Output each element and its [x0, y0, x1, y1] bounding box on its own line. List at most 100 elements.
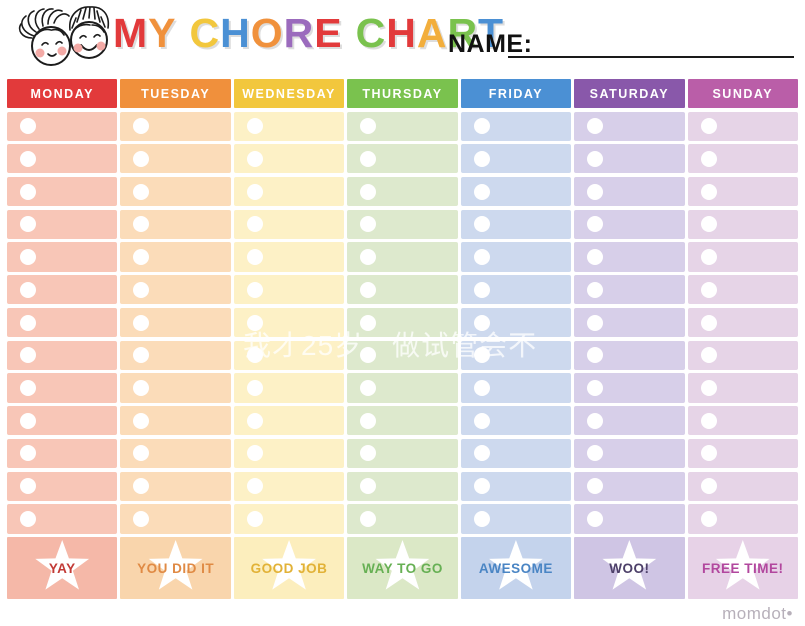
- checkbox-circle-icon[interactable]: [246, 314, 263, 331]
- chore-cell[interactable]: [460, 307, 572, 338]
- checkbox-circle-icon[interactable]: [473, 183, 490, 200]
- chore-cell[interactable]: [574, 471, 685, 501]
- chore-cell[interactable]: [687, 307, 798, 338]
- chore-cell[interactable]: [687, 209, 798, 239]
- chore-cell[interactable]: [347, 307, 458, 338]
- checkbox-circle-icon[interactable]: [587, 249, 604, 266]
- checkbox-circle-icon[interactable]: [587, 379, 604, 396]
- checkbox-circle-icon[interactable]: [133, 249, 150, 266]
- checkbox-circle-icon[interactable]: [700, 281, 717, 298]
- checkbox-circle-icon[interactable]: [133, 183, 150, 200]
- checkbox-circle-icon[interactable]: [473, 347, 490, 364]
- checkbox-circle-icon[interactable]: [246, 249, 263, 266]
- chore-cell[interactable]: [687, 242, 798, 272]
- checkbox-circle-icon[interactable]: [473, 249, 490, 266]
- checkbox-circle-icon[interactable]: [246, 412, 263, 429]
- checkbox-circle-icon[interactable]: [700, 150, 717, 167]
- checkbox-circle-icon[interactable]: [700, 183, 717, 200]
- checkbox-circle-icon[interactable]: [473, 510, 490, 527]
- checkbox-circle-icon[interactable]: [20, 118, 36, 135]
- chore-cell[interactable]: [233, 406, 345, 436]
- chore-cell[interactable]: [233, 471, 345, 501]
- checkbox-circle-icon[interactable]: [587, 216, 604, 233]
- checkbox-circle-icon[interactable]: [473, 118, 490, 135]
- checkbox-circle-icon[interactable]: [360, 183, 377, 200]
- chore-cell[interactable]: [233, 242, 345, 272]
- checkbox-circle-icon[interactable]: [133, 281, 150, 298]
- chore-cell[interactable]: [7, 438, 118, 469]
- chore-cell[interactable]: [120, 406, 231, 436]
- checkbox-circle-icon[interactable]: [587, 412, 604, 429]
- checkbox-circle-icon[interactable]: [700, 347, 717, 364]
- checkbox-circle-icon[interactable]: [473, 478, 490, 495]
- checkbox-circle-icon[interactable]: [133, 314, 150, 331]
- checkbox-circle-icon[interactable]: [133, 118, 150, 135]
- chore-cell[interactable]: [347, 275, 458, 305]
- chore-cell[interactable]: [347, 242, 458, 272]
- chore-cell[interactable]: [460, 209, 572, 239]
- checkbox-circle-icon[interactable]: [246, 216, 263, 233]
- chore-cell[interactable]: [7, 209, 118, 239]
- checkbox-circle-icon[interactable]: [360, 379, 377, 396]
- checkbox-circle-icon[interactable]: [20, 379, 36, 396]
- chore-cell[interactable]: [460, 471, 572, 501]
- checkbox-circle-icon[interactable]: [246, 281, 263, 298]
- chore-cell[interactable]: [7, 176, 118, 207]
- chore-cell[interactable]: [7, 471, 118, 501]
- chore-cell[interactable]: [574, 111, 685, 141]
- checkbox-circle-icon[interactable]: [20, 510, 36, 527]
- chore-cell[interactable]: [347, 438, 458, 469]
- chore-cell[interactable]: [460, 176, 572, 207]
- chore-cell[interactable]: [120, 471, 231, 501]
- chore-cell[interactable]: [7, 144, 118, 174]
- checkbox-circle-icon[interactable]: [20, 150, 36, 167]
- chore-cell[interactable]: [347, 144, 458, 174]
- chore-cell[interactable]: [347, 340, 458, 370]
- chore-cell[interactable]: [233, 111, 345, 141]
- chore-cell[interactable]: [233, 373, 345, 403]
- chore-cell[interactable]: [460, 111, 572, 141]
- chore-cell[interactable]: [7, 111, 118, 141]
- chore-cell[interactable]: [687, 504, 798, 534]
- checkbox-circle-icon[interactable]: [133, 478, 150, 495]
- chore-cell[interactable]: [460, 340, 572, 370]
- checkbox-circle-icon[interactable]: [473, 445, 490, 462]
- chore-cell[interactable]: [7, 373, 118, 403]
- checkbox-circle-icon[interactable]: [473, 314, 490, 331]
- checkbox-circle-icon[interactable]: [700, 314, 717, 331]
- chore-cell[interactable]: [460, 504, 572, 534]
- chore-cell[interactable]: [460, 406, 572, 436]
- checkbox-circle-icon[interactable]: [20, 445, 36, 462]
- chore-cell[interactable]: [233, 307, 345, 338]
- chore-cell[interactable]: [687, 275, 798, 305]
- chore-cell[interactable]: [120, 340, 231, 370]
- chore-cell[interactable]: [120, 176, 231, 207]
- checkbox-circle-icon[interactable]: [20, 347, 36, 364]
- chore-cell[interactable]: [460, 144, 572, 174]
- chore-cell[interactable]: [574, 340, 685, 370]
- checkbox-circle-icon[interactable]: [360, 478, 377, 495]
- name-input-line[interactable]: [508, 56, 794, 58]
- checkbox-circle-icon[interactable]: [133, 510, 150, 527]
- checkbox-circle-icon[interactable]: [133, 347, 150, 364]
- chore-cell[interactable]: [233, 144, 345, 174]
- checkbox-circle-icon[interactable]: [700, 379, 717, 396]
- chore-cell[interactable]: [120, 373, 231, 403]
- chore-cell[interactable]: [7, 406, 118, 436]
- chore-cell[interactable]: [574, 144, 685, 174]
- chore-cell[interactable]: [7, 275, 118, 305]
- checkbox-circle-icon[interactable]: [700, 216, 717, 233]
- checkbox-circle-icon[interactable]: [246, 118, 263, 135]
- checkbox-circle-icon[interactable]: [133, 216, 150, 233]
- chore-cell[interactable]: [574, 307, 685, 338]
- chore-cell[interactable]: [233, 176, 345, 207]
- checkbox-circle-icon[interactable]: [360, 281, 377, 298]
- checkbox-circle-icon[interactable]: [360, 314, 377, 331]
- checkbox-circle-icon[interactable]: [700, 510, 717, 527]
- chore-cell[interactable]: [120, 242, 231, 272]
- chore-cell[interactable]: [460, 438, 572, 469]
- checkbox-circle-icon[interactable]: [360, 249, 377, 266]
- checkbox-circle-icon[interactable]: [360, 118, 377, 135]
- chore-cell[interactable]: [574, 209, 685, 239]
- checkbox-circle-icon[interactable]: [246, 150, 263, 167]
